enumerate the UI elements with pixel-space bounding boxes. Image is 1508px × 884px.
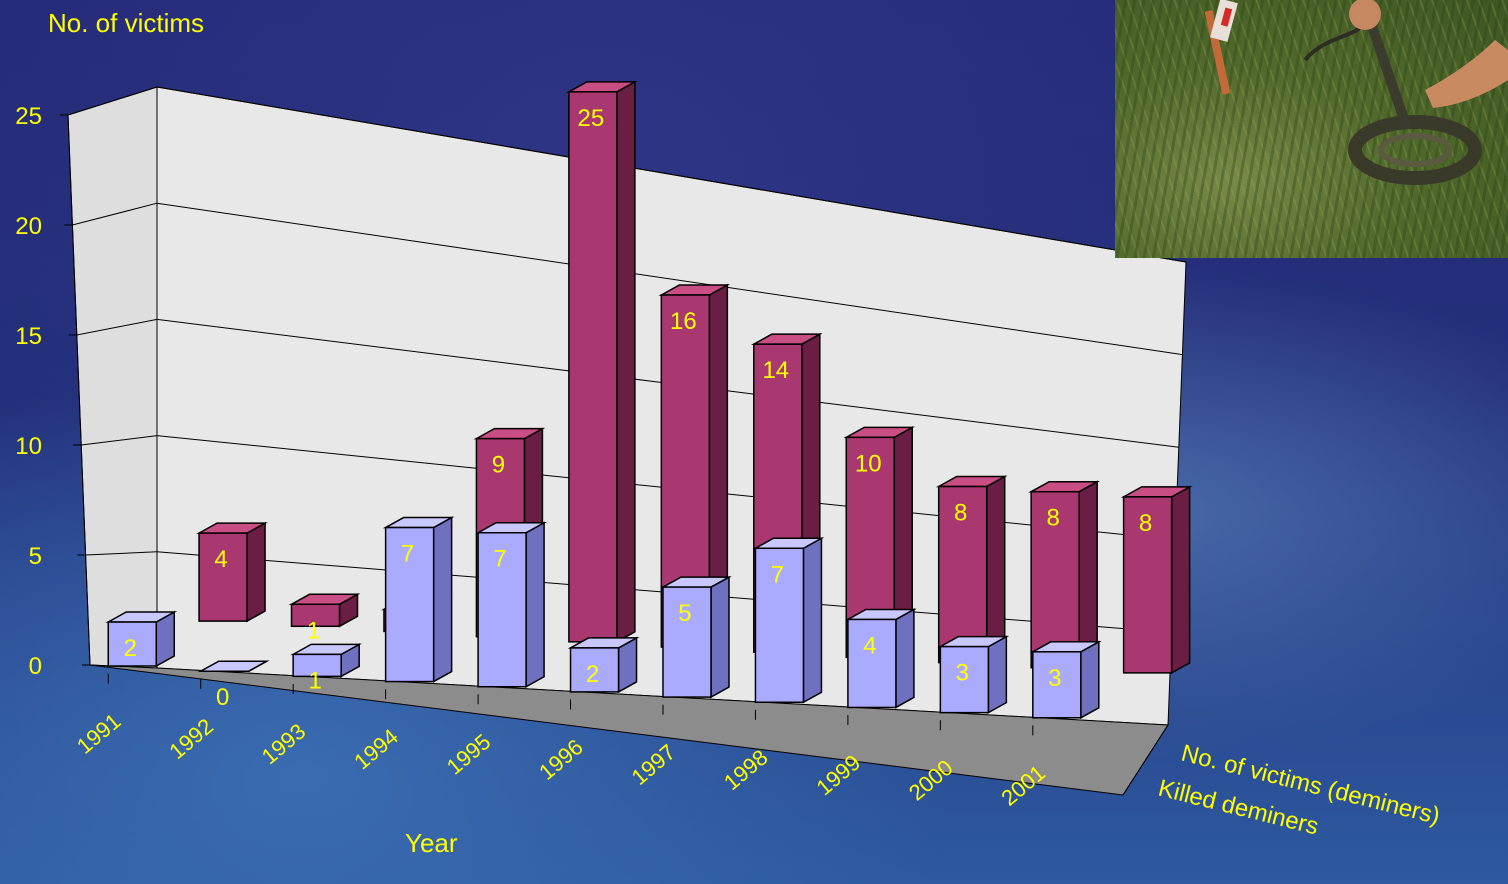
gridline-side: [81, 435, 158, 446]
bar: [845, 608, 917, 709]
bars-layer: 41192516141088820177257433: [105, 80, 1193, 720]
bar: [1120, 485, 1193, 675]
x-tick-label: 1994: [349, 724, 403, 775]
gridline-side: [72, 202, 158, 226]
bar-value-label: 3: [1048, 665, 1061, 692]
bar-value-label: 4: [863, 632, 876, 659]
y-tick-label: 25: [15, 103, 42, 130]
bar: [1029, 640, 1102, 720]
y-tick-label: 10: [15, 433, 42, 460]
bar-value-label: 7: [493, 546, 506, 573]
bar-value-label: 10: [855, 450, 882, 477]
bar: [196, 521, 268, 623]
bar: [935, 475, 1008, 664]
bar: [1028, 480, 1101, 669]
bar: [752, 536, 825, 704]
bar: [660, 575, 732, 699]
depth-axis-line: [1122, 724, 1169, 796]
bar: [937, 635, 1010, 714]
deminer-photo: [1115, 0, 1508, 258]
bar-value-label: 2: [124, 635, 137, 662]
gridline-side: [67, 86, 158, 116]
y-tick-label: 20: [15, 213, 42, 240]
bar: [475, 521, 547, 689]
gridline: [156, 202, 1183, 356]
bar-value-label: 8: [954, 500, 967, 527]
hand-shape: [1425, 40, 1508, 108]
bar-value-label: 7: [401, 541, 414, 568]
y-axis-line: [67, 114, 91, 666]
x-axis-title: Year: [405, 828, 458, 858]
x-tick-label: 1993: [257, 719, 311, 770]
bar-value-label: 8: [1139, 510, 1152, 537]
bar: [290, 643, 363, 678]
x-tick-label: 1995: [442, 729, 496, 780]
bar-value-label: 3: [956, 660, 969, 687]
bar-value-label: 16: [670, 308, 697, 335]
detector-coil-shape: [1348, 115, 1482, 185]
bar-value-label: 1: [308, 667, 321, 694]
bar: [565, 80, 638, 644]
y-tick-label: 15: [15, 323, 42, 350]
x-tick-label: 1992: [164, 713, 218, 764]
bar-value-label: 7: [771, 561, 784, 588]
bar-value-label: 8: [1046, 505, 1059, 532]
bar-value-label: 14: [762, 357, 789, 384]
x-tick-label: 1991: [72, 708, 126, 759]
bar: [288, 593, 361, 628]
gridline-side: [76, 318, 158, 336]
x-tick-label: 1997: [627, 739, 681, 790]
x-tick-label: 1996: [534, 734, 588, 785]
bar-value-label: 0: [216, 684, 229, 711]
bar: [197, 660, 270, 672]
y-tick-label: 0: [29, 653, 42, 680]
bar: [105, 610, 178, 668]
bar-value-label: 1: [307, 617, 320, 644]
y-tick-label: 5: [29, 543, 42, 570]
bar-value-label: 25: [578, 105, 605, 132]
x-tick-label: 1998: [719, 745, 773, 796]
gridline: [156, 86, 1187, 263]
side-wall: [67, 86, 158, 669]
bar-value-label: 9: [492, 452, 505, 479]
bar-value-label: 5: [678, 600, 691, 627]
bar-value-label: 2: [586, 661, 599, 688]
bar: [567, 636, 640, 694]
marker-stake-shape: [1204, 10, 1231, 95]
bar: [382, 516, 455, 683]
bar-value-label: 4: [214, 546, 227, 573]
gridline-side: [85, 551, 158, 556]
y-axis-title: No. of victims: [48, 8, 204, 38]
